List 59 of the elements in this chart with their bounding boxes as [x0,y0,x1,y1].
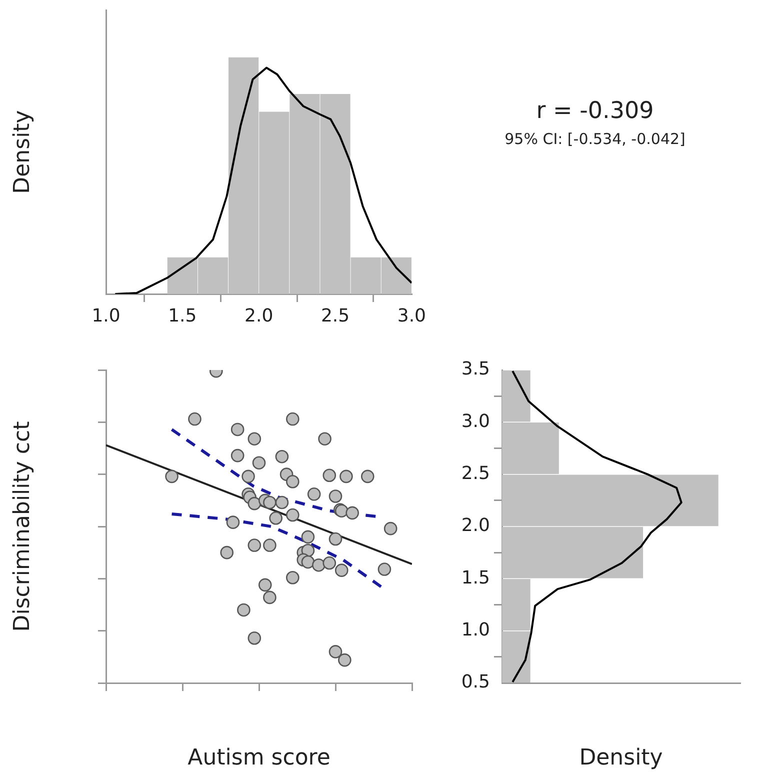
point [322,556,336,570]
point [248,496,262,510]
point [263,496,276,510]
point [275,450,289,464]
point [220,546,234,560]
point [378,562,392,576]
point [286,508,300,522]
x-axis-title: Autism score [188,746,330,771]
point [312,558,326,572]
point [328,645,342,658]
point [328,490,342,503]
x-tick-label: 1.0 [92,305,120,326]
point [346,506,359,520]
point [384,522,398,536]
point [360,470,374,484]
point [248,432,262,446]
point [286,570,300,584]
x-tick-label: 1.5 [168,305,197,326]
point [230,448,244,462]
point [263,538,276,552]
point [226,516,240,529]
point [248,538,262,552]
point [248,631,262,645]
x-axis-title: Density [579,746,663,771]
point [318,432,332,446]
y-tick-label: 1.0 [461,620,490,641]
y-tick-label: 2.5 [461,463,490,484]
point [269,512,282,525]
x-tick-label: 2.5 [320,305,350,326]
point [263,590,276,604]
text: r = -0.309 [535,98,655,124]
point [275,496,289,510]
y-tick-label: 3.5 [461,358,490,380]
x-tick-label: 2.0 [244,305,274,326]
y-tick-label: 2.0 [461,515,490,536]
point [165,470,178,484]
point [242,470,255,484]
y-tick-label: 3.0 [461,410,490,432]
point [301,555,315,569]
point [252,456,266,470]
y-tick-label: 1.5 [461,567,490,588]
point [322,468,336,482]
point [328,532,342,546]
y-axis-title: Density [10,110,35,194]
point [338,653,352,667]
point [286,474,300,488]
point [237,603,250,617]
point [286,412,300,426]
y-axis-title: Discriminability cct [10,420,35,632]
point [258,578,272,592]
point [301,530,315,544]
text: 95% CI: [-0.534, -0.042] [504,130,686,148]
point [340,470,353,484]
point [334,564,348,577]
y-tick-label: 0.5 [461,672,490,693]
x-tick-label: 3.0 [397,305,426,326]
point [307,488,321,501]
point [188,412,202,426]
point [230,422,244,436]
